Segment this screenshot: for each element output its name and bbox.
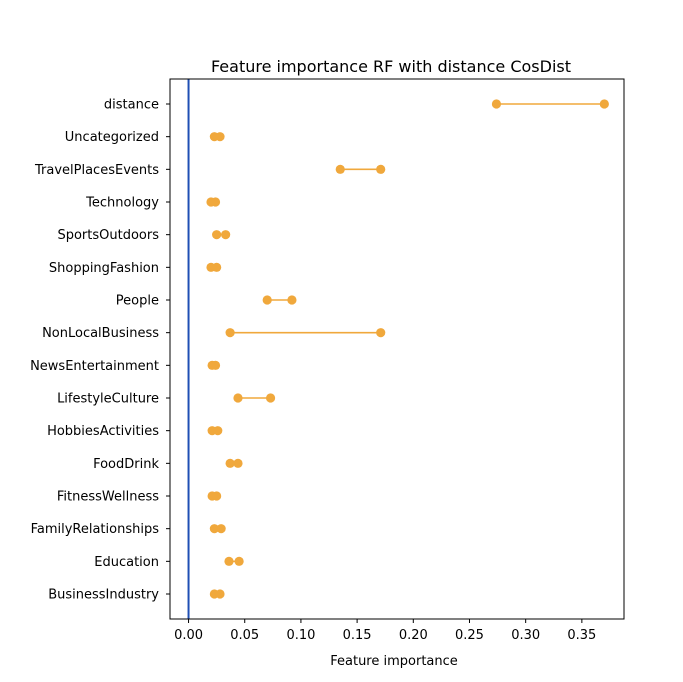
high-point bbox=[212, 491, 222, 501]
y-tick-label: ShoppingFashion bbox=[49, 261, 159, 276]
x-tick-label: 0.05 bbox=[230, 628, 259, 643]
y-tick-label: FoodDrink bbox=[93, 457, 159, 472]
high-point bbox=[216, 524, 226, 534]
high-point bbox=[213, 426, 223, 436]
plot-area bbox=[187, 79, 609, 619]
high-point bbox=[376, 164, 386, 174]
high-point bbox=[265, 393, 276, 403]
x-axis-label: Feature importance bbox=[330, 654, 458, 669]
low-point bbox=[491, 99, 502, 109]
high-point bbox=[215, 589, 225, 599]
high-point bbox=[212, 262, 222, 272]
high-point bbox=[599, 99, 609, 109]
x-tick-label: 0.20 bbox=[399, 628, 428, 643]
x-tick-label: 0.00 bbox=[174, 628, 203, 643]
high-point bbox=[234, 556, 244, 566]
low-point bbox=[225, 458, 235, 468]
y-tick-label: FamilyRelationships bbox=[31, 522, 160, 537]
y-tick-label: TravelPlacesEvents bbox=[34, 163, 159, 178]
y-tick-label: HobbiesActivities bbox=[47, 424, 159, 439]
low-point bbox=[224, 556, 234, 566]
y-tick-label: NonLocalBusiness bbox=[42, 326, 159, 341]
high-point bbox=[215, 132, 225, 142]
y-tick-label: SportsOutdoors bbox=[57, 228, 159, 243]
low-point bbox=[335, 164, 345, 174]
y-tick-label: BusinessIndustry bbox=[48, 588, 159, 603]
chart-title: Feature importance RF with distance CosD… bbox=[211, 57, 571, 76]
high-point bbox=[210, 197, 221, 207]
y-tick-label: Education bbox=[94, 555, 159, 570]
high-point bbox=[233, 458, 243, 468]
y-tick-label: People bbox=[116, 294, 159, 309]
high-point bbox=[210, 360, 221, 370]
y-tick-label: Technology bbox=[85, 196, 159, 211]
y-tick-label: FitnessWellness bbox=[57, 490, 159, 505]
y-tick-label: distance bbox=[104, 98, 159, 113]
low-point bbox=[225, 328, 235, 338]
x-tick-label: 0.35 bbox=[567, 628, 596, 643]
x-tick-label: 0.30 bbox=[511, 628, 540, 643]
x-tick-label: 0.25 bbox=[455, 628, 484, 643]
low-point bbox=[233, 393, 243, 403]
high-point bbox=[221, 230, 231, 240]
plot-frame bbox=[169, 78, 625, 620]
y-tick-label: NewsEntertainment bbox=[30, 359, 159, 374]
x-tick-label: 0.10 bbox=[286, 628, 315, 643]
x-tick-label: 0.15 bbox=[343, 628, 372, 643]
high-point bbox=[376, 328, 386, 338]
low-point bbox=[212, 230, 222, 240]
low-point bbox=[209, 524, 219, 534]
y-tick-label: LifestyleCulture bbox=[57, 392, 159, 407]
low-point bbox=[262, 295, 272, 305]
y-tick-label: Uncategorized bbox=[65, 130, 159, 145]
high-point bbox=[287, 295, 297, 305]
